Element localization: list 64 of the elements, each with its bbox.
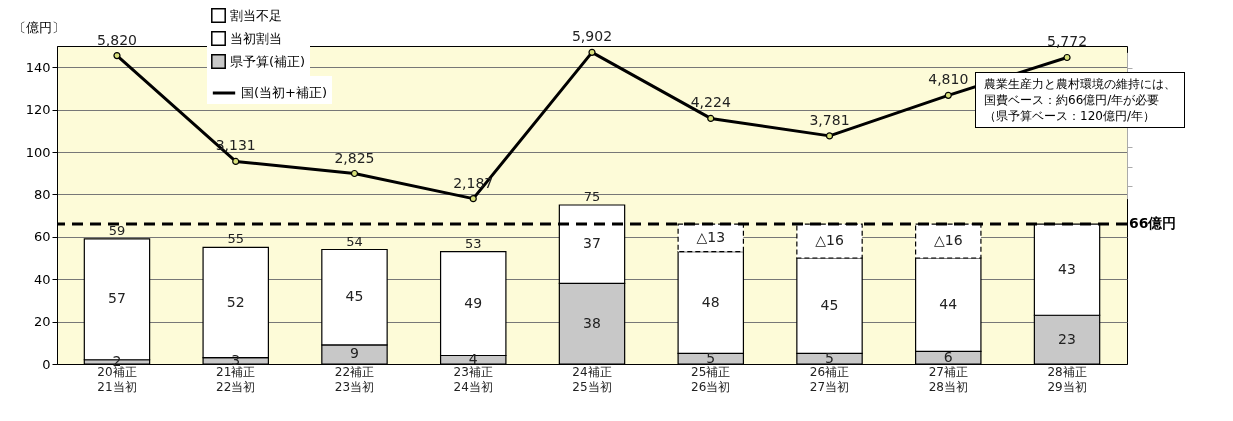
point xyxy=(944,91,952,99)
data-label: 5,772 xyxy=(1046,33,1088,50)
data-label: 38 xyxy=(583,314,601,331)
data-label: 45 xyxy=(345,288,364,305)
point xyxy=(1063,53,1071,62)
y-tick-label: 0 xyxy=(42,356,51,372)
y-axis-title: 〔億円〕 xyxy=(12,19,65,35)
y-tick-label: 80 xyxy=(33,186,51,202)
data-label: 43 xyxy=(1058,260,1076,277)
point xyxy=(113,51,121,60)
x-tick-label: 21補正 22当初 xyxy=(216,364,256,394)
x-tick-label: 22補正 23当初 xyxy=(334,364,375,394)
x-tick-label: 23補正 24当初 xyxy=(453,364,493,394)
data-label: 5 xyxy=(706,349,716,366)
legend-label: 国(当初+補正) xyxy=(241,85,328,100)
data-label: 3,781 xyxy=(809,111,850,128)
legend-label: 当初割当 xyxy=(230,30,282,46)
y-tick-label: 60 xyxy=(33,229,51,245)
data-label: 2,825 xyxy=(334,149,375,166)
annotation: 農業生産力と農村環境の維持には、 xyxy=(984,76,1176,92)
data-label: 44 xyxy=(939,295,958,312)
total-label: 54 xyxy=(346,233,363,249)
point xyxy=(588,48,596,56)
y-tick-label: 20 xyxy=(33,314,51,330)
data-label: 5 xyxy=(825,349,834,366)
x-tick-label: 24補正 25当初 xyxy=(572,364,612,394)
data-label: 45 xyxy=(820,296,839,313)
data-label: 6 xyxy=(943,348,953,365)
data-label: △16 xyxy=(815,232,844,249)
y-tick-label: 100 xyxy=(25,144,51,160)
x-tick-label: 28補正 29当初 xyxy=(1047,364,1087,394)
data-label: 3,131 xyxy=(215,137,256,154)
ref-line-label: 66億円 xyxy=(1129,215,1177,232)
data-label: 4,810 xyxy=(928,71,969,88)
data-label: 57 xyxy=(108,290,126,307)
point xyxy=(825,132,834,140)
y-tick-label: 40 xyxy=(33,271,51,287)
data-label: 5,902 xyxy=(571,28,613,45)
legend-label: 県予算(補正) xyxy=(230,53,306,69)
annotation: 国費ベース：約66億円/年が必要 xyxy=(984,92,1161,108)
total-label: 59 xyxy=(108,222,126,238)
y-tick-label: 140 xyxy=(25,59,51,75)
data-label: 5,820 xyxy=(96,31,138,48)
data-label: 9 xyxy=(350,345,359,362)
data-label: 48 xyxy=(701,293,720,310)
y-tick-label: 120 xyxy=(25,102,51,118)
x-tick-label: 27補正 28当初 xyxy=(928,364,968,394)
point xyxy=(707,114,715,123)
data-label: 23 xyxy=(1058,330,1076,347)
callout-box: 農業生産力と農村環境の維持には、 国費ベース：約66億円/年が必要 （県予算ベース：120億円/年） xyxy=(975,72,1185,128)
point xyxy=(350,169,359,178)
data-label: △16 xyxy=(933,232,963,249)
annotation: （県予算ベース：120億円/年） xyxy=(984,108,1156,124)
data-label: △13 xyxy=(696,228,726,245)
legend-label: 割当不足 xyxy=(230,7,282,23)
data-label: 4,224 xyxy=(690,94,731,111)
point xyxy=(469,195,477,203)
x-tick-label: 26補正 27当初 xyxy=(809,364,850,394)
data-label: 37 xyxy=(583,235,601,252)
total-label: 53 xyxy=(464,235,482,251)
data-label: 52 xyxy=(226,293,245,310)
x-tick-label: 25補正 26当初 xyxy=(691,364,731,394)
data-label: 49 xyxy=(464,294,483,311)
point xyxy=(232,157,240,166)
